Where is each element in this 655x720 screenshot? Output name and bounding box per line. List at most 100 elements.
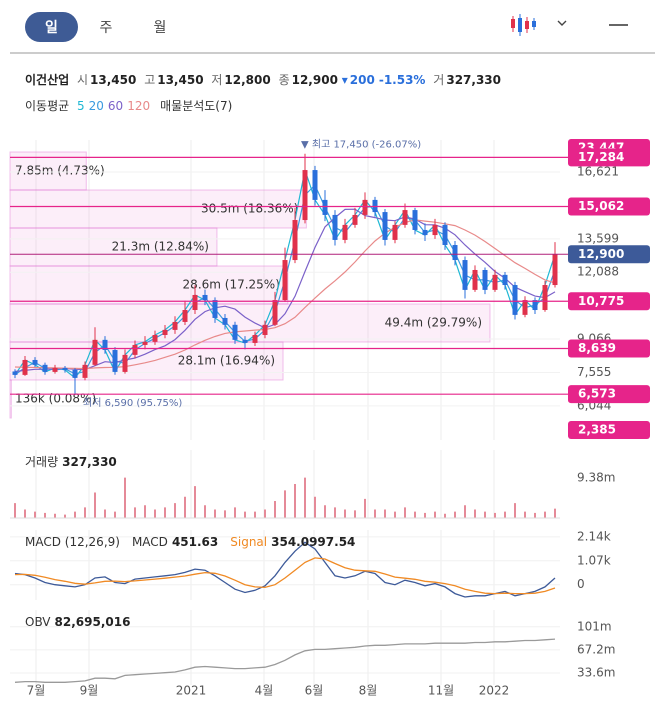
candle-body — [192, 294, 198, 311]
field-value: 13,450 — [90, 73, 136, 87]
volume-bar — [514, 503, 516, 518]
dropdown-chevron[interactable] — [557, 20, 567, 26]
volume-bar — [234, 507, 236, 518]
candle-body — [102, 339, 108, 351]
y-tick-label: 7,555 — [577, 365, 611, 379]
candle-body — [162, 329, 168, 335]
volume-bar — [324, 505, 326, 518]
panel-title: MACD (12,26,9) MACD 451.63 Signal 354.0997.5… — [25, 535, 355, 549]
candle-body — [202, 294, 208, 301]
volume-bar — [94, 492, 96, 518]
volume-profile-label: 28.1m (16.94%) — [178, 354, 275, 368]
level-tag — [568, 292, 650, 311]
level-tag — [568, 197, 650, 216]
candle-body — [22, 359, 28, 375]
candle-body — [262, 324, 268, 335]
candle-body — [182, 310, 188, 322]
x-tick-label: 6월 — [305, 684, 324, 698]
indicator-line — [14, 638, 556, 683]
candle-body — [172, 321, 178, 330]
volume-bar — [424, 512, 426, 518]
x-tick-label: 2022 — [479, 684, 510, 698]
volume-bar — [264, 509, 266, 518]
candle-body — [32, 359, 38, 365]
candle-body — [432, 224, 438, 236]
candle-body — [332, 214, 338, 240]
y-tick-label: 2.14k — [577, 529, 611, 543]
volume-bar — [404, 507, 406, 518]
candle-body — [122, 354, 128, 372]
x-tick-label: 9월 — [80, 684, 99, 698]
field-label: 거 — [433, 73, 444, 87]
legend-entry: 60 — [108, 99, 123, 113]
field-label: 종 — [279, 73, 290, 87]
volume-bar — [344, 509, 346, 518]
x-tick-label: 4월 — [255, 684, 274, 698]
volume-profile-bar — [9, 151, 87, 191]
candle-body — [402, 210, 408, 225]
volume-bar — [384, 509, 386, 518]
candle-body — [252, 334, 258, 343]
series-current: 354.0997.54 — [271, 535, 355, 549]
moving-average — [14, 219, 556, 370]
volume-bar — [364, 498, 366, 518]
legend-entry: 20 — [89, 99, 104, 113]
tab[interactable]: 주 — [100, 20, 113, 36]
low-annotation: 최저 6,590 (95.75%) — [83, 397, 182, 409]
volume-bar — [374, 509, 376, 518]
candle-body — [412, 210, 418, 230]
tab-selected-bg[interactable] — [25, 12, 78, 42]
field-label: 고 — [144, 73, 155, 87]
level-tag-label: 2,385 — [578, 423, 616, 437]
level-tag-label: 8,639 — [578, 341, 616, 355]
volume-profile-label: 21.3m (12.84%) — [112, 240, 209, 254]
x-tick-label: 7월 — [27, 684, 46, 698]
panel-title-text: MACD (12,26,9) — [25, 535, 120, 549]
volume-bar — [194, 486, 196, 518]
candle-body — [152, 334, 158, 342]
volume-bar — [214, 509, 216, 518]
candle-body — [492, 274, 498, 290]
candle-body — [222, 317, 228, 325]
y-tick-label: 1.07k — [577, 553, 611, 567]
volume-bar — [44, 512, 46, 518]
candle-body — [552, 254, 558, 286]
level-tag-label: 17,284 — [578, 150, 624, 164]
current-price-tag — [568, 245, 650, 264]
candle-body — [92, 339, 98, 365]
volume-bar — [544, 511, 546, 518]
volume-bar — [494, 512, 496, 518]
volume-profile-label: 7.85m (4.73%) — [15, 164, 105, 178]
series-name: MACD — [132, 535, 168, 549]
candle-body — [482, 269, 488, 290]
volume-bar — [444, 513, 446, 518]
analysis-label: 매물분석도(7) — [160, 99, 232, 113]
volume-bar — [174, 503, 176, 518]
volume-profile-bar — [9, 303, 491, 343]
candle-body — [472, 269, 478, 290]
current-price-label: 12,900 — [578, 247, 624, 261]
volume-bar — [34, 511, 36, 518]
volume-profile-label: 30.5m (18.36%) — [201, 202, 298, 216]
candle-body — [62, 367, 68, 370]
volume-bar — [134, 507, 136, 518]
volume-bar — [104, 509, 106, 518]
chart-type-icon[interactable] — [511, 14, 536, 36]
candle-body — [42, 364, 48, 372]
tab[interactable]: 일 — [45, 20, 58, 36]
tab[interactable]: 월 — [154, 20, 167, 36]
y-tick-label: 9.38m — [577, 471, 615, 485]
volume-bar — [414, 511, 416, 518]
candle-body — [392, 224, 398, 240]
panel-current: 82,695,016 — [55, 615, 131, 629]
y-tick-label: 0 — [577, 577, 585, 591]
volume-bar — [454, 511, 456, 518]
y-tick-label: 101m — [577, 619, 612, 633]
candle-body — [82, 364, 88, 378]
volume-profile-label: 49.4m (29.79%) — [385, 316, 482, 330]
candle-body — [532, 300, 538, 311]
level-tag — [568, 148, 650, 167]
field-value: 327,330 — [446, 73, 501, 87]
candle-body — [112, 350, 118, 372]
candle-body — [272, 300, 278, 325]
